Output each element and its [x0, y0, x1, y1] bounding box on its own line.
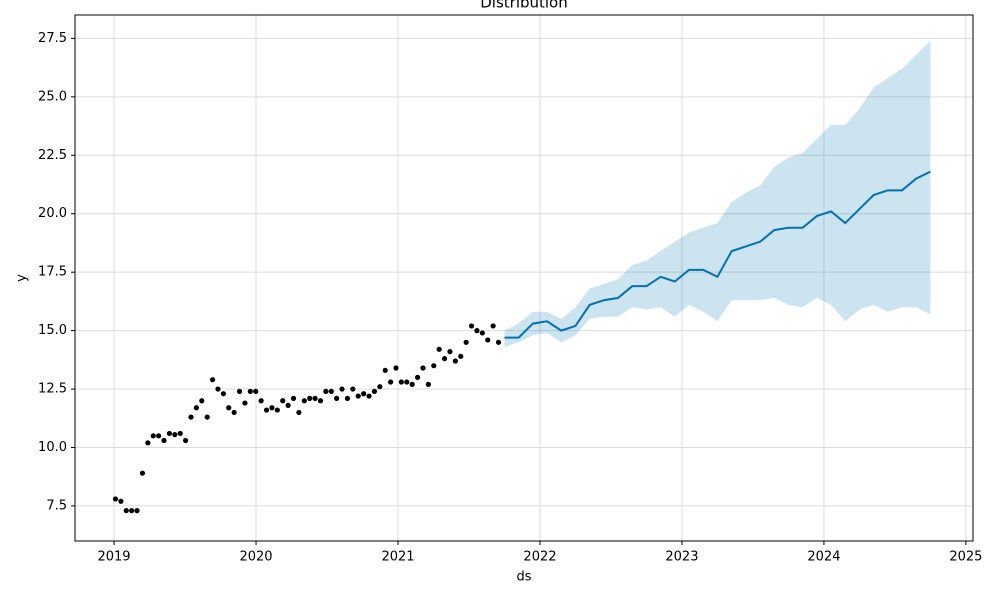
- observed-point: [296, 409, 302, 416]
- observed-point: [431, 363, 437, 369]
- observed-point: [112, 496, 119, 502]
- observed-point: [355, 393, 361, 399]
- observed-point: [242, 400, 248, 406]
- x-tick-label: 2025: [949, 550, 982, 565]
- observed-point: [269, 405, 275, 411]
- observed-point: [339, 386, 345, 392]
- observed-point: [366, 393, 372, 399]
- plot-area: [112, 40, 931, 514]
- observed-point: [285, 402, 291, 409]
- observed-point: [344, 395, 351, 401]
- x-axis-label: ds: [516, 570, 531, 585]
- y-tick-label: 12.5: [38, 382, 67, 397]
- x-tick-label: 2019: [97, 550, 130, 565]
- observed-point: [398, 379, 405, 385]
- y-tick-label: 7.5: [46, 498, 67, 513]
- observed-point: [280, 398, 286, 404]
- observed-point: [193, 405, 199, 411]
- observed-point: [371, 388, 378, 394]
- observed-point: [468, 323, 475, 329]
- observed-point: [334, 395, 340, 401]
- observed-point: [253, 388, 259, 394]
- observed-point: [263, 407, 270, 413]
- y-tick-label: 15.0: [38, 323, 67, 338]
- x-tick-label: 2023: [665, 550, 698, 565]
- observed-point: [139, 470, 146, 476]
- observed-point: [188, 414, 194, 420]
- observed-point: [458, 353, 464, 359]
- x-tick-label: 2020: [239, 550, 272, 565]
- observed-point: [490, 323, 496, 329]
- observed-point: [414, 374, 421, 380]
- x-tick-label: 2024: [807, 550, 840, 565]
- y-tick-label: 25.0: [38, 89, 67, 104]
- y-axis-label: y: [15, 274, 30, 282]
- observed-point: [393, 365, 399, 371]
- observed-point: [301, 398, 307, 404]
- observed-point: [485, 337, 491, 343]
- observed-point: [129, 508, 135, 514]
- observed-point: [382, 367, 388, 373]
- observed-point: [177, 430, 183, 437]
- observed-point: [328, 388, 334, 394]
- observed-point: [290, 395, 297, 401]
- y-tick-label: 20.0: [38, 206, 67, 221]
- observed-point: [409, 381, 415, 387]
- observed-point: [350, 386, 356, 392]
- observed-point: [231, 409, 237, 416]
- y-tick-label: 17.5: [38, 265, 67, 280]
- observed-point: [312, 395, 318, 401]
- observed-point: [134, 508, 140, 514]
- observed-point: [452, 358, 458, 364]
- observed-point: [317, 398, 324, 404]
- observed-point: [204, 414, 210, 420]
- observed-point: [182, 437, 189, 444]
- observed-point: [166, 430, 173, 437]
- observed-point: [172, 432, 178, 438]
- observed-point: [209, 377, 216, 383]
- observed-point: [425, 381, 431, 387]
- grid: [75, 15, 973, 541]
- y-tick-label: 27.5: [38, 31, 67, 46]
- observed-point: [447, 349, 453, 355]
- x-tick-label: 2021: [381, 550, 414, 565]
- observed-point: [361, 391, 367, 397]
- chart-title: Distribution: [480, 0, 568, 12]
- axes-frame: [74, 14, 974, 542]
- observed-point: [377, 384, 383, 390]
- observed-point: [220, 391, 226, 397]
- observed-point: [215, 386, 221, 392]
- observed-point: [118, 498, 124, 504]
- observed-point: [156, 433, 162, 439]
- observed-point: [150, 433, 156, 439]
- observed-point: [479, 330, 485, 336]
- observed-point: [161, 437, 167, 444]
- observed-point: [436, 346, 442, 352]
- observed-point: [258, 398, 264, 404]
- observed-point: [226, 405, 232, 411]
- observed-point: [145, 440, 151, 446]
- observed-point: [123, 508, 129, 514]
- observed-point: [495, 339, 502, 345]
- observed-point: [199, 398, 205, 404]
- observed-point: [307, 395, 313, 401]
- observed-point: [388, 379, 394, 385]
- observed-point: [404, 379, 410, 385]
- observed-point: [323, 388, 329, 394]
- observed-point: [441, 356, 448, 362]
- observed-point: [247, 388, 253, 394]
- x-tick-label: 2022: [523, 550, 556, 565]
- observed-point: [236, 388, 243, 394]
- y-tick-label: 10.0: [38, 440, 67, 455]
- y-tick-label: 22.5: [38, 148, 67, 163]
- forecast-line: [504, 170, 931, 339]
- uncertainty-band: [504, 40, 931, 347]
- observed-point: [474, 328, 480, 334]
- observed-point: [274, 407, 280, 413]
- observed-point: [420, 365, 426, 371]
- observed-point: [463, 339, 469, 345]
